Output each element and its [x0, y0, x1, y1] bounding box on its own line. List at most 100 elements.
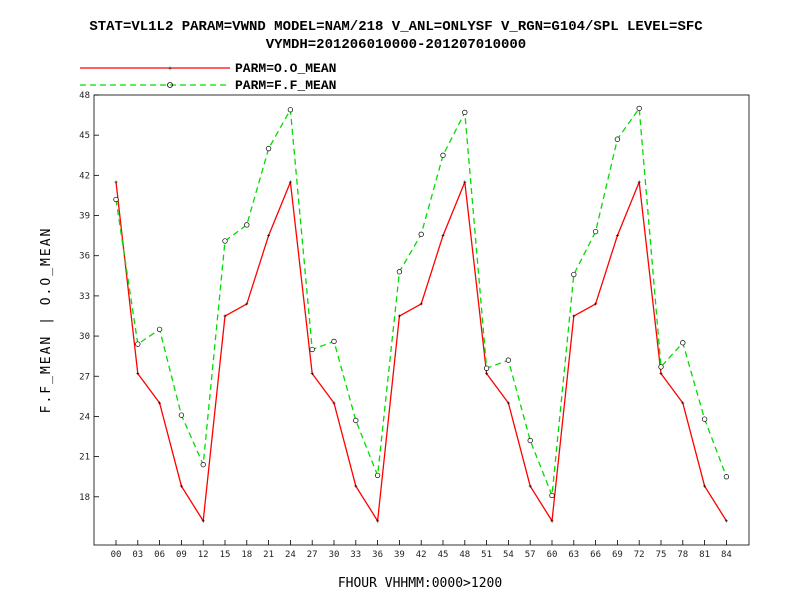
data-point-ff-mean — [287, 107, 294, 113]
data-point-oo-mean — [485, 372, 489, 376]
data-point-ff-mean — [614, 136, 621, 142]
x-tick-label: 12 — [198, 550, 209, 560]
y-tick-label: 36 — [79, 252, 90, 262]
x-tick-label: 60 — [547, 550, 558, 560]
x-tick-label: 69 — [612, 550, 623, 560]
data-point-oo-mean — [550, 519, 554, 523]
x-axis: 00 03 06 09 12 15 18 21 24 27 30 33 36 39 42 45 48 51 54 57… — [111, 540, 732, 560]
x-tick-label: 39 — [394, 550, 405, 560]
y-tick-label: 27 — [79, 372, 90, 382]
data-point-oo-mean — [332, 401, 336, 405]
data-point-ff-mean — [592, 228, 599, 235]
y-tick-label: 18 — [79, 493, 90, 503]
data-point-ff-mean — [680, 340, 686, 346]
data-point-ff-mean — [571, 271, 577, 278]
legend-label-ff: PARM=F.F_MEAN — [235, 78, 336, 93]
data-point-ff-mean — [440, 152, 446, 158]
data-point-oo-mean — [463, 180, 467, 184]
data-point-oo-mean — [659, 372, 663, 376]
series-layer — [113, 105, 730, 523]
x-tick-label: 36 — [372, 550, 383, 560]
data-point-ff-mean — [701, 416, 708, 422]
x-tick-label: 00 — [111, 550, 122, 560]
data-point-oo-mean — [310, 372, 314, 376]
legend-marker-oo: + — [168, 64, 173, 73]
x-tick-label: 30 — [329, 550, 340, 560]
x-tick-label: 81 — [699, 550, 710, 560]
data-point-ff-mean — [265, 145, 272, 152]
x-tick-label: 21 — [263, 550, 274, 560]
chart-title-line1: STAT=VL1L2 PARAM=VWND MODEL=NAM/218 V_AN… — [89, 19, 703, 35]
data-point-oo-mean — [136, 372, 140, 376]
x-tick-label: 18 — [241, 550, 252, 560]
x-tick-label: 15 — [220, 550, 231, 560]
data-point-oo-mean — [615, 234, 619, 238]
data-point-oo-mean — [376, 519, 380, 523]
x-tick-label: 75 — [656, 550, 667, 560]
data-point-oo-mean — [441, 234, 445, 238]
y-axis-label: F.F_MEAN | O.O_MEAN — [39, 227, 54, 414]
y-tick-label: 21 — [79, 453, 90, 463]
y-tick-label: 30 — [79, 332, 90, 342]
data-point-ff-mean — [396, 269, 403, 275]
plot-frame — [93, 94, 750, 546]
data-point-ff-mean — [353, 417, 359, 424]
legend-marker-ff — [167, 82, 173, 88]
data-point-oo-mean — [419, 302, 423, 306]
x-tick-label: 27 — [307, 550, 318, 560]
data-point-ff-mean — [309, 346, 315, 353]
data-point-oo-mean — [288, 180, 292, 184]
y-tick-label: 42 — [79, 171, 90, 181]
y-tick-label: 45 — [79, 131, 90, 141]
data-point-ff-mean — [483, 365, 490, 371]
data-point-oo-mean — [354, 484, 358, 488]
data-point-ff-mean — [549, 492, 555, 499]
data-point-oo-mean — [572, 314, 576, 318]
data-point-oo-mean — [179, 484, 183, 488]
data-point-oo-mean — [506, 401, 510, 405]
data-point-ff-mean — [222, 238, 228, 244]
data-point-oo-mean — [158, 401, 162, 405]
data-point-oo-mean — [637, 180, 641, 184]
data-point-oo-mean — [594, 302, 598, 306]
data-point-ff-mean — [244, 222, 250, 228]
data-point-ff-mean — [418, 231, 424, 237]
data-point-oo-mean — [703, 484, 707, 488]
data-point-ff-mean — [636, 105, 642, 112]
y-tick-label: 48 — [79, 91, 90, 101]
data-point-oo-mean — [724, 519, 728, 523]
x-tick-label: 63 — [568, 550, 579, 560]
x-tick-label: 48 — [459, 550, 470, 560]
x-tick-label: 84 — [721, 550, 732, 560]
x-tick-label: 66 — [590, 550, 601, 560]
x-tick-label: 78 — [677, 550, 688, 560]
x-axis-label: FHOUR VHHMM:0000>1200 — [338, 576, 502, 591]
x-tick-label: 06 — [154, 550, 165, 560]
y-tick-label: 39 — [79, 212, 90, 222]
x-tick-label: 09 — [176, 550, 187, 560]
chart-title-line2: VYMDH=201206010000-201207010000 — [266, 37, 526, 53]
data-point-oo-mean — [528, 484, 532, 488]
x-tick-label: 54 — [503, 550, 514, 560]
data-point-ff-mean — [505, 357, 512, 363]
data-point-ff-mean — [113, 196, 119, 203]
data-point-ff-mean — [135, 341, 141, 347]
data-point-ff-mean — [200, 461, 206, 468]
y-tick-label: 33 — [79, 292, 90, 302]
x-tick-label: 42 — [416, 550, 427, 560]
x-tick-label: 33 — [350, 550, 361, 560]
data-point-oo-mean — [201, 519, 205, 523]
data-point-ff-mean — [723, 474, 730, 480]
data-point-oo-mean — [397, 314, 401, 318]
y-tick-label: 24 — [79, 412, 90, 422]
x-tick-label: 72 — [634, 550, 645, 560]
data-point-oo-mean — [681, 401, 685, 405]
x-tick-label: 45 — [438, 550, 449, 560]
data-point-ff-mean — [374, 472, 381, 479]
x-tick-label: 24 — [285, 550, 296, 560]
legend-label-oo: PARM=O.O_MEAN — [235, 61, 336, 76]
data-point-oo-mean — [245, 302, 249, 306]
data-point-ff-mean — [331, 338, 337, 345]
data-point-ff-mean — [178, 412, 185, 418]
